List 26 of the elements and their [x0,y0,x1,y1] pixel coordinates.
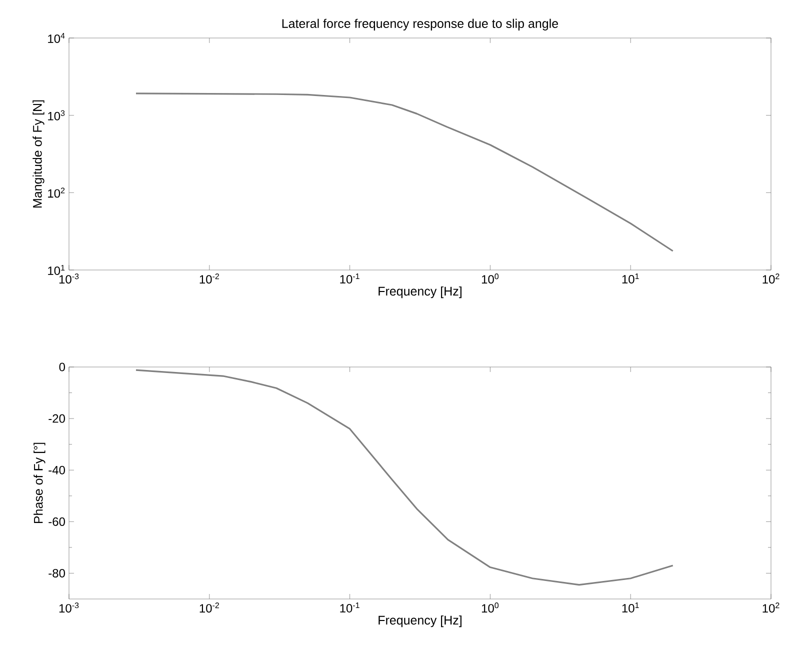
x-tick-label: 10$^{0}$ [482,274,499,284]
y-tick-label: -40 [48,466,65,474]
y-tick-label: 10$^{1}$ [48,265,65,275]
y-tick-label: 10$^{4}$ [48,33,65,43]
x-tick-label: 10$^{-3}$ [59,274,79,284]
x-axis-title: Frequency [Hz] [378,286,462,298]
x-tick-label: 10$^{2}$ [762,602,780,613]
x-tick-label: 10$^{2}$ [762,274,780,284]
y-axis-title: Phase of Fy [°] [34,442,46,524]
y-tick-label: 0 [59,362,65,372]
x-tick-label: 10$^{-2}$ [200,274,219,284]
x-tick-label: 10$^{-3}$ [59,602,79,613]
y-tick-label: 10$^{2}$ [48,188,65,198]
y-tick-label: 10$^{3}$ [48,110,65,120]
x-tick-label: 10$^{1}$ [622,274,639,284]
x-tick-label: 10$^{1}$ [622,602,639,612]
chart-title: Lateral force frequency response due to slip angle [282,18,558,30]
y-tick-label: -60 [48,517,65,526]
x-tick-label: 10$^{0}$ [482,602,499,613]
y-tick-label: -20 [48,414,65,423]
y-axis-title: Mangitude of Fy [N] [32,100,44,208]
x-tick-label: 10$^{-1}$ [340,602,360,612]
x-axis-title: Frequency [Hz] [378,615,462,628]
x-tick-label: 10$^{-1}$ [340,274,360,284]
y-tick-label: -80 [48,568,65,578]
x-tick-label: 10$^{-2}$ [200,602,219,613]
